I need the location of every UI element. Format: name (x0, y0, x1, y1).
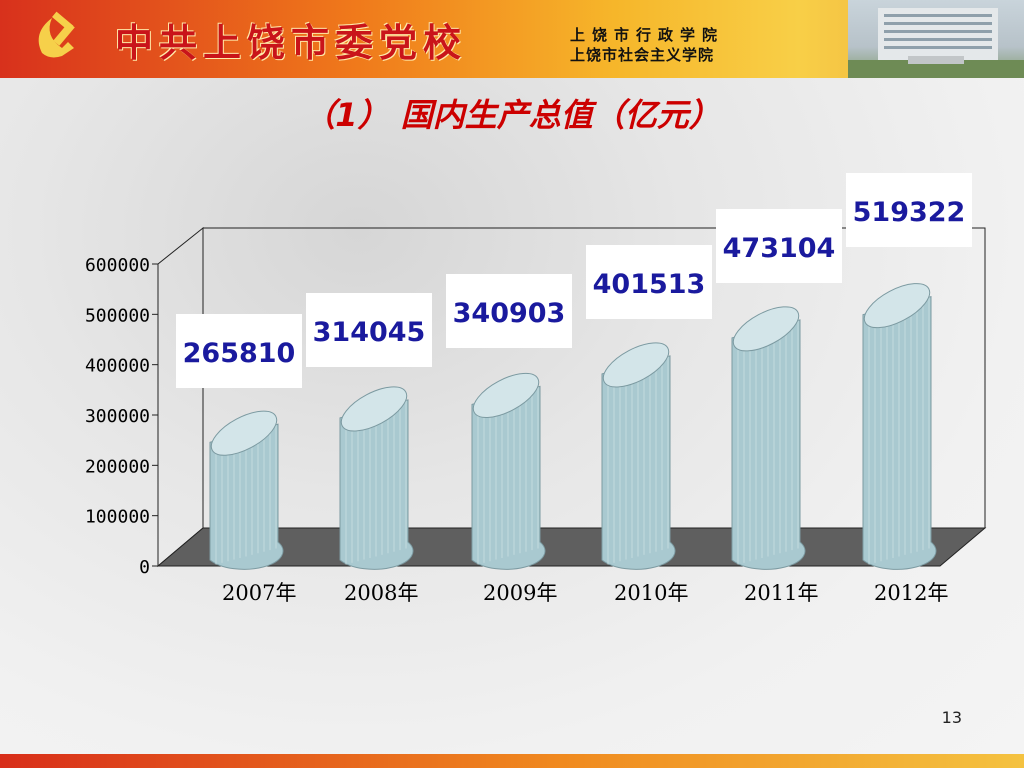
party-emblem-icon (38, 11, 75, 58)
bar-2011年 (731, 306, 806, 570)
bar-body (601, 355, 676, 570)
data-label: 401513 (593, 269, 706, 300)
data-label-box (846, 173, 972, 247)
y-tick-label: 400000 (85, 356, 150, 377)
data-label: 314045 (313, 317, 426, 348)
y-tick-label: 100000 (85, 507, 150, 528)
x-category-label: 2010年 (614, 581, 688, 605)
bar-2009年 (471, 372, 546, 570)
data-label-box (446, 274, 572, 348)
y-tick-label: 600000 (85, 255, 150, 276)
building-photo (848, 0, 1024, 78)
school-name: 中共上饶市委党校 (115, 20, 468, 65)
chart-side-wall (157, 226, 204, 568)
slide-title: （1） 国内生产总值（亿元） (303, 96, 721, 134)
bar-top (602, 342, 670, 388)
bar-top (340, 386, 408, 432)
y-tick-label: 200000 (85, 456, 150, 477)
header-banner: 中共上饶市委党校 上饶市行政学院 上饶市社会主义学院 (0, 0, 1024, 78)
bar-2008年 (339, 386, 414, 570)
data-label-box (176, 314, 302, 388)
bar-top (472, 372, 540, 418)
x-category-label: 2009年 (483, 581, 557, 605)
bar-top (863, 283, 931, 329)
school-subtitle-1: 上饶市行政学院 (570, 26, 725, 44)
data-label: 265810 (183, 338, 296, 369)
bar-2010年 (601, 342, 676, 570)
data-label-box (716, 209, 842, 283)
bar-2007年 (209, 410, 284, 570)
y-tick-label: 500000 (85, 305, 150, 326)
x-category-label: 2007年 (222, 581, 296, 605)
data-label: 519322 (853, 197, 966, 228)
data-label: 340903 (453, 298, 566, 329)
bar-top (210, 410, 278, 456)
bar-2012年 (862, 283, 937, 570)
data-label: 473104 (723, 233, 836, 264)
data-label-box (586, 245, 712, 319)
footer-bar (0, 754, 1024, 768)
y-tick-label: 300000 (85, 406, 150, 427)
data-label-box (306, 293, 432, 367)
x-category-label: 2012年 (874, 581, 948, 605)
x-category-label: 2011年 (744, 581, 818, 605)
y-tick-label: 0 (139, 557, 150, 578)
school-subtitle-2: 上饶市社会主义学院 (570, 46, 715, 64)
page-number: 13 (941, 708, 962, 727)
bar-top (732, 306, 800, 352)
x-category-label: 2008年 (344, 581, 418, 605)
